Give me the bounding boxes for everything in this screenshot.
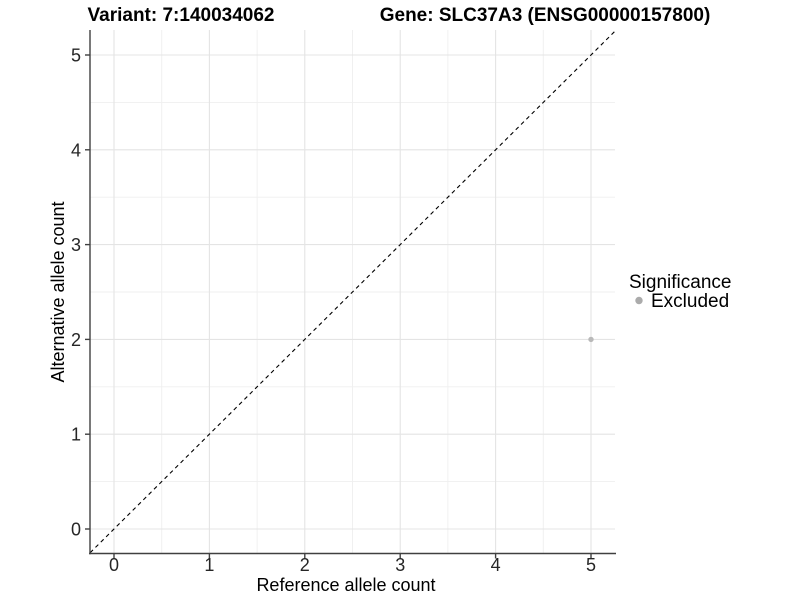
axes: 0 1 2 3 4 5 0 1 2 3 4 5 [71, 30, 616, 575]
y-tick-label: 4 [71, 140, 81, 160]
y-tick-label: 0 [71, 520, 81, 540]
gene-title: Gene: SLC37A3 (ENSG00000157800) [380, 5, 711, 26]
legend-label-excluded: Excluded [651, 291, 729, 312]
y-tick-label: 1 [71, 425, 81, 445]
y-tick-label: 2 [71, 330, 81, 350]
x-tick-label: 0 [109, 555, 119, 575]
x-tick-marks [113, 553, 592, 559]
x-tick-label: 5 [586, 555, 596, 575]
legend-title: Significance [629, 272, 731, 293]
y-tick-label: 5 [71, 46, 81, 66]
y-tick-labels: 0 1 2 3 4 5 [71, 46, 81, 540]
legend-key-dot [635, 296, 643, 305]
variant-title: Variant: 7:140034062 [88, 5, 275, 26]
identity-reference-line [89, 30, 616, 554]
data-points [588, 336, 594, 343]
x-tick-label: 4 [491, 555, 501, 575]
y-tick-label: 3 [71, 235, 81, 255]
x-tick-label: 1 [204, 555, 214, 575]
major-gridlines [90, 30, 615, 554]
legend: Significance Excluded [629, 272, 731, 312]
x-tick-label: 3 [395, 555, 405, 575]
y-tick-marks [85, 54, 90, 530]
data-point [588, 336, 594, 343]
x-axis-title: Reference allele count [256, 575, 435, 595]
x-tick-label: 2 [300, 555, 310, 575]
x-tick-labels: 0 1 2 3 4 5 [109, 555, 596, 575]
y-axis-title: Alternative allele count [48, 201, 68, 382]
